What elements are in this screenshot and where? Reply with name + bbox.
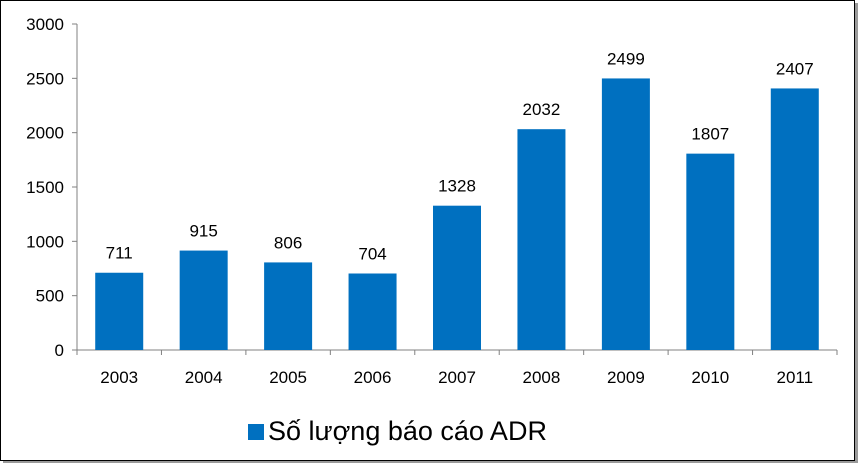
x-tick-label: 2005 (269, 368, 307, 387)
y-tick-label: 3000 (26, 15, 64, 34)
data-labels: 711 915 806 704 1328 2032 2499 1807 2407 (106, 49, 814, 263)
bar-2006 (348, 273, 397, 350)
bar-2007 (433, 205, 481, 350)
x-tick-label: 2011 (776, 368, 813, 387)
bar-2010 (686, 153, 735, 350)
y-tick-label: 1500 (26, 178, 64, 197)
bar-2003 (95, 272, 144, 350)
y-tick-label: 2000 (26, 124, 64, 143)
x-axis: 2003 2004 2005 2006 2007 2008 2009 2010 2011 (76, 349, 838, 387)
x-tick-label: 2009 (607, 368, 645, 387)
x-tick-label: 2008 (523, 368, 561, 387)
y-tick-label: 0 (55, 341, 64, 360)
data-label-2010: 1807 (691, 125, 729, 144)
data-label-2005: 806 (274, 233, 302, 252)
x-tick-label: 2004 (185, 368, 223, 387)
y-tick-label: 2500 (26, 69, 64, 88)
x-tick-label: 2007 (438, 368, 476, 387)
y-axis: 0 500 1000 1500 2000 2500 3000 (26, 15, 78, 360)
data-label-2007: 1328 (438, 177, 476, 196)
bar-2009 (601, 78, 650, 350)
data-label-2009: 2499 (607, 49, 645, 68)
y-tick-label: 500 (36, 287, 64, 306)
data-label-2008: 2032 (523, 100, 561, 119)
data-label-2003: 711 (106, 244, 133, 263)
data-label-2006: 704 (358, 244, 386, 263)
bar-2008 (517, 129, 566, 350)
bar-2011 (770, 88, 819, 350)
bar-2004 (179, 250, 228, 350)
data-label-2011: 2407 (776, 59, 814, 78)
bar-2005 (264, 262, 313, 350)
legend: Số lượng báo cáo ADR (248, 416, 547, 447)
y-tick-label: 1000 (26, 232, 64, 251)
legend-label: Số lượng báo cáo ADR (268, 416, 547, 446)
legend-swatch (248, 423, 264, 440)
x-tick-label: 2006 (354, 368, 392, 387)
x-tick-label: 2003 (100, 368, 138, 387)
bar-series (95, 78, 819, 350)
x-tick-label: 2010 (691, 368, 729, 387)
data-label-2004: 915 (189, 222, 217, 241)
